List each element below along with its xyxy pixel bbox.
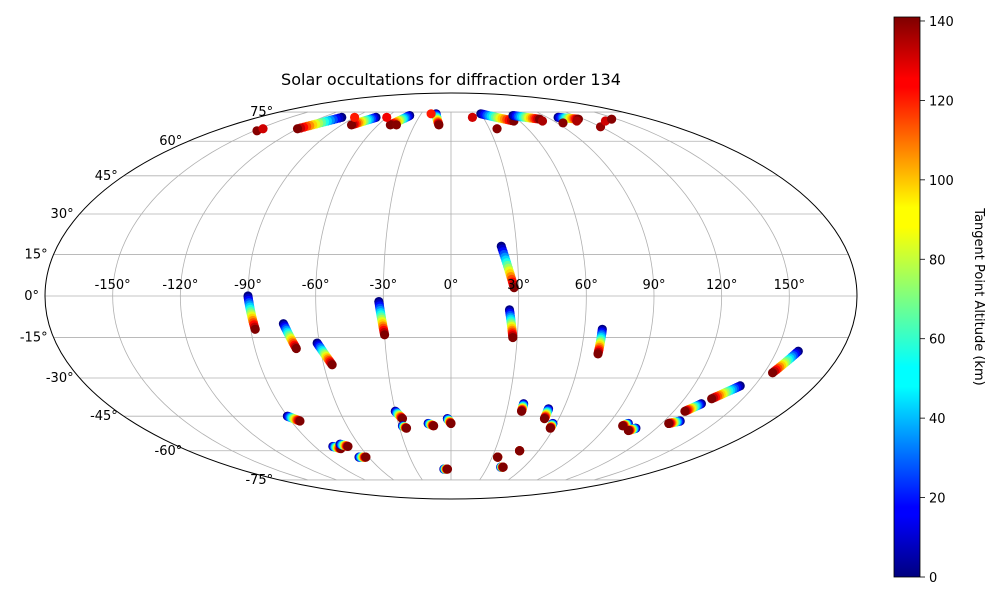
- occultation-point: [397, 414, 408, 424]
- meridian-line: [315, 111, 394, 481]
- axis-ticks: -150° -120° -90° -60° -30° 0° 30° 60° 90° 120° 150…: [20, 105, 805, 488]
- occultation-point: [391, 120, 402, 130]
- longitude-tick-label: -30°: [369, 278, 397, 293]
- longitude-tick-label: 90°: [642, 278, 665, 293]
- occultation-point: [401, 423, 412, 433]
- occultation-point: [707, 394, 717, 404]
- colorbar-tick-label: 140: [929, 15, 954, 30]
- longitude-tick-label: 60°: [575, 278, 598, 293]
- occultation-point: [434, 120, 444, 130]
- latitude-tick-label: -75°: [245, 473, 273, 488]
- meridian-line: [479, 111, 520, 481]
- occultation-point: [343, 441, 353, 452]
- occultation-point: [291, 343, 301, 354]
- colorbar-tick-label: 0: [929, 571, 937, 586]
- latitude-tick-label: -60°: [155, 444, 183, 459]
- occultation-point: [327, 360, 337, 370]
- occultation-point: [295, 416, 305, 426]
- latitude-tick-label: -15°: [20, 331, 48, 346]
- longitude-tick-label: 0°: [444, 278, 459, 293]
- colorbar-tick-label: 40: [929, 412, 946, 427]
- occultation-point: [426, 109, 436, 119]
- occultation-point: [515, 446, 525, 456]
- occultation-point: [498, 462, 508, 472]
- latitude-tick-label: 75°: [250, 105, 273, 120]
- occultation-point: [250, 324, 260, 334]
- meridian-line: [536, 111, 655, 481]
- occultation-point: [346, 120, 357, 130]
- latitude-tick-label: -45°: [90, 409, 118, 424]
- occultation-point: [664, 418, 674, 429]
- latitude-tick-label: 15°: [25, 247, 48, 262]
- colorbar: [893, 16, 921, 578]
- occultation-point: [607, 114, 617, 124]
- occultation-point: [537, 116, 548, 126]
- latitude-tick-label: 0°: [24, 289, 39, 304]
- latitude-tick-label: 30°: [51, 207, 74, 222]
- occultation-point: [492, 124, 502, 134]
- occultation-point: [623, 425, 633, 436]
- longitude-tick-label: -90°: [234, 278, 262, 293]
- occultation-point: [545, 423, 555, 433]
- data-marks: [243, 109, 803, 474]
- colorbar-tick-label: 20: [929, 492, 946, 507]
- colorbar-label: Tangent Point Altitude (km): [971, 207, 986, 385]
- latitude-tick-label: 60°: [159, 134, 182, 149]
- occultation-point: [292, 124, 303, 134]
- occultation-point: [446, 418, 456, 429]
- occultation-point: [379, 330, 390, 340]
- colorbar-tick-label: 100: [929, 174, 954, 189]
- longitude-tick-label: -120°: [162, 278, 198, 293]
- occultation-point: [509, 283, 519, 293]
- occultation-point: [467, 112, 478, 122]
- chart-title: Solar occultations for diffraction order…: [281, 70, 621, 89]
- occultation-point: [429, 421, 439, 431]
- occultation-point: [382, 112, 392, 122]
- occultation-point: [767, 368, 778, 378]
- longitude-tick-label: 120°: [706, 278, 737, 293]
- meridian-line: [565, 111, 723, 481]
- occultation-point: [516, 406, 527, 416]
- occultation-point: [680, 406, 690, 416]
- occultation-point: [572, 116, 582, 126]
- occultation-point: [442, 464, 453, 474]
- occultation-point: [350, 112, 360, 122]
- longitude-tick-label: 150°: [774, 278, 805, 293]
- longitude-tick-label: 30°: [507, 278, 530, 293]
- occultation-point: [361, 452, 371, 462]
- colorbar-ticks: 0 20 40 60 80 100 120 140: [920, 15, 954, 586]
- colorbar-tick-label: 120: [929, 94, 954, 109]
- occultation-point: [258, 124, 268, 134]
- occultation-point: [508, 332, 518, 343]
- colorbar-tick-label: 80: [929, 253, 946, 268]
- latitude-tick-label: 45°: [95, 169, 118, 184]
- meridian-line: [112, 111, 308, 481]
- longitude-tick-label: -60°: [302, 278, 330, 293]
- occultation-point: [558, 118, 568, 128]
- occultation-point: [593, 349, 603, 359]
- meridian-line: [179, 111, 337, 481]
- meridian-line: [594, 111, 790, 481]
- occultation-point: [539, 414, 550, 424]
- colorbar-tick-label: 60: [929, 333, 946, 348]
- longitude-tick-label: -150°: [95, 278, 131, 293]
- latitude-tick-label: -30°: [46, 371, 74, 386]
- occultation-point: [493, 452, 503, 462]
- map-frame: [44, 92, 858, 500]
